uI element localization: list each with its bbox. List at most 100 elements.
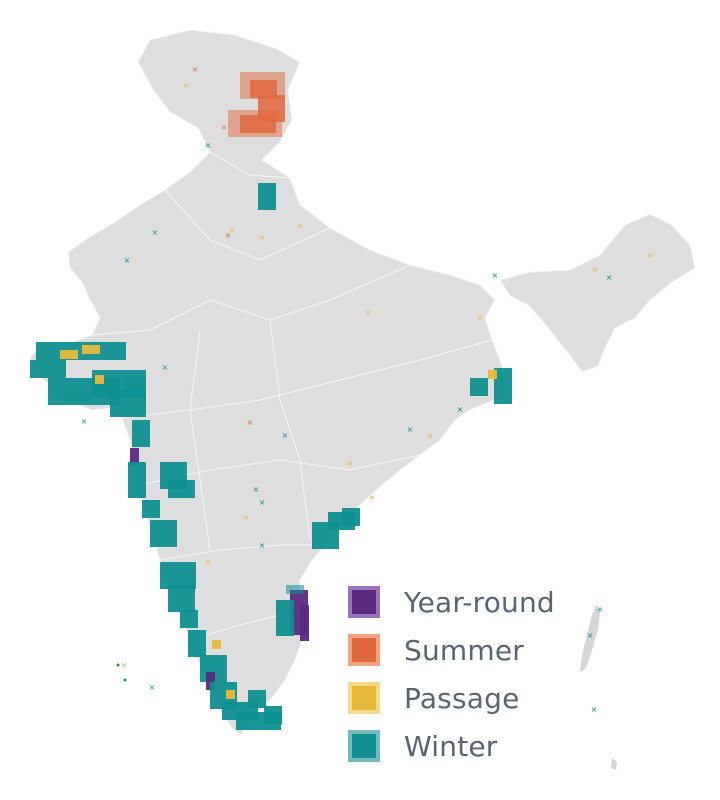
grid-cell xyxy=(64,392,73,401)
grid-cell xyxy=(168,489,177,498)
grid-cell xyxy=(328,521,337,530)
grid-cell xyxy=(276,600,285,609)
grid-cell xyxy=(36,342,45,351)
grid-cell xyxy=(210,700,219,709)
grid-cell xyxy=(84,378,93,387)
grid-cell xyxy=(328,512,337,521)
summer-swatch xyxy=(348,634,380,666)
grid-cell xyxy=(69,350,78,359)
grid-cell xyxy=(470,387,479,396)
grid-cell xyxy=(137,471,146,480)
grid-cell xyxy=(267,201,276,210)
grid-cell xyxy=(169,471,178,480)
occurrence-mark: × xyxy=(192,65,199,74)
grid-cell xyxy=(264,706,273,715)
grid-cell xyxy=(128,408,137,417)
grid-cell xyxy=(186,603,195,612)
grid-cell xyxy=(177,489,186,498)
grid-cell xyxy=(276,81,285,90)
grid-cell xyxy=(240,90,249,99)
grid-cell xyxy=(300,605,309,614)
grid-cell xyxy=(110,379,119,388)
grid-cell xyxy=(249,72,258,81)
grid-cell xyxy=(254,721,263,730)
grid-cell xyxy=(312,540,321,549)
occurrence-mark: × xyxy=(492,271,499,280)
grid-cell xyxy=(95,375,104,384)
grid-cell xyxy=(267,192,276,201)
grid-cell xyxy=(226,690,235,699)
grid-cell xyxy=(285,618,294,627)
occurrence-marks: ××××××××××× ××××××××××××××××××××××××× xyxy=(81,65,654,714)
grid-cell xyxy=(92,370,101,379)
grid-cell xyxy=(159,529,168,538)
grid-cell xyxy=(218,655,227,664)
grid-cell xyxy=(63,342,72,351)
grid-cell xyxy=(300,632,309,641)
occurrence-mark: × xyxy=(81,417,88,426)
grid-cell xyxy=(137,480,146,489)
grid-cell xyxy=(178,571,187,580)
grid-cell xyxy=(82,392,91,401)
grid-cell xyxy=(209,664,218,673)
grid-cell xyxy=(222,711,231,720)
grid-cell xyxy=(48,396,57,405)
year-round-swatch xyxy=(348,586,380,618)
grid-cell xyxy=(128,462,137,471)
grid-cell xyxy=(259,89,268,98)
grid-cell xyxy=(137,399,146,408)
grid-cell xyxy=(101,370,110,379)
grid-cell xyxy=(250,80,259,89)
legend-item-passage: Passage xyxy=(348,674,578,722)
grid-cell xyxy=(257,699,266,708)
grid-cell xyxy=(209,655,218,664)
grid-cell xyxy=(101,379,110,388)
occurrence-mark: × xyxy=(647,251,654,260)
occurrence-mark: × xyxy=(297,221,304,230)
grid-cell xyxy=(169,571,178,580)
grid-cell xyxy=(60,350,69,359)
grid-cell xyxy=(137,489,146,498)
grid-cell xyxy=(119,370,128,379)
grid-cell xyxy=(290,590,299,599)
grid-cell xyxy=(188,639,197,648)
grid-cell xyxy=(321,540,330,549)
grid-cell xyxy=(218,673,227,682)
occurrence-cells xyxy=(30,72,512,730)
grid-cell xyxy=(30,369,39,378)
occurrence-mark: × xyxy=(152,228,159,237)
occurrence-mark: × xyxy=(205,558,212,567)
grid-cell xyxy=(197,648,206,657)
border-line xyxy=(189,329,211,551)
grid-cell xyxy=(110,370,119,379)
grid-cell xyxy=(128,399,137,408)
grid-cell xyxy=(210,691,219,700)
occurrence-mark: × xyxy=(592,265,599,274)
grid-cell xyxy=(110,399,119,408)
grid-cell xyxy=(312,522,321,531)
grid-cell xyxy=(237,110,246,119)
grid-cell xyxy=(128,480,137,489)
grid-cell xyxy=(177,603,186,612)
grid-cell xyxy=(110,408,119,417)
grid-cell xyxy=(264,715,273,724)
grid-cell xyxy=(342,508,351,517)
grid-cell xyxy=(300,614,309,623)
grid-cell xyxy=(212,640,221,649)
grid-cell xyxy=(128,471,137,480)
grid-cell xyxy=(267,95,276,104)
grid-cell xyxy=(137,408,146,417)
grid-cell xyxy=(125,378,134,387)
grid-cell xyxy=(330,531,339,540)
grid-cell xyxy=(178,562,187,571)
grid-cell xyxy=(219,691,228,700)
grid-cell xyxy=(290,617,299,626)
grid-cell xyxy=(108,351,117,360)
grid-cell xyxy=(245,712,254,721)
grid-cell xyxy=(73,392,82,401)
grid-cell xyxy=(48,369,57,378)
grid-cell xyxy=(132,438,141,447)
grid-cell xyxy=(128,489,137,498)
grid-cell xyxy=(222,702,231,711)
